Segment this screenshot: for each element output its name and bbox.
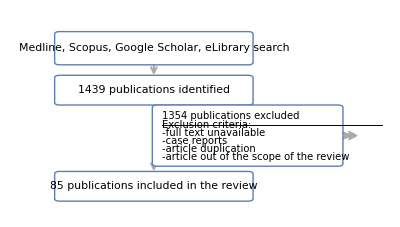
FancyBboxPatch shape [55, 171, 253, 201]
Text: Exclusion criteria:: Exclusion criteria: [162, 120, 251, 130]
FancyBboxPatch shape [152, 105, 343, 166]
Text: -case reports: -case reports [162, 136, 227, 146]
Text: 1354 publications excluded: 1354 publications excluded [162, 111, 300, 121]
FancyBboxPatch shape [55, 75, 253, 105]
Text: Medline, Scopus, Google Scholar, eLibrary search: Medline, Scopus, Google Scholar, eLibrar… [18, 43, 289, 53]
FancyBboxPatch shape [55, 32, 253, 65]
Text: -article duplication: -article duplication [162, 144, 256, 154]
Text: -full text unavailable: -full text unavailable [162, 128, 265, 138]
Text: 85 publications included in the review: 85 publications included in the review [50, 181, 258, 191]
Text: 1439 publications identified: 1439 publications identified [78, 85, 230, 95]
Text: -article out of the scope of the review: -article out of the scope of the review [162, 152, 349, 162]
